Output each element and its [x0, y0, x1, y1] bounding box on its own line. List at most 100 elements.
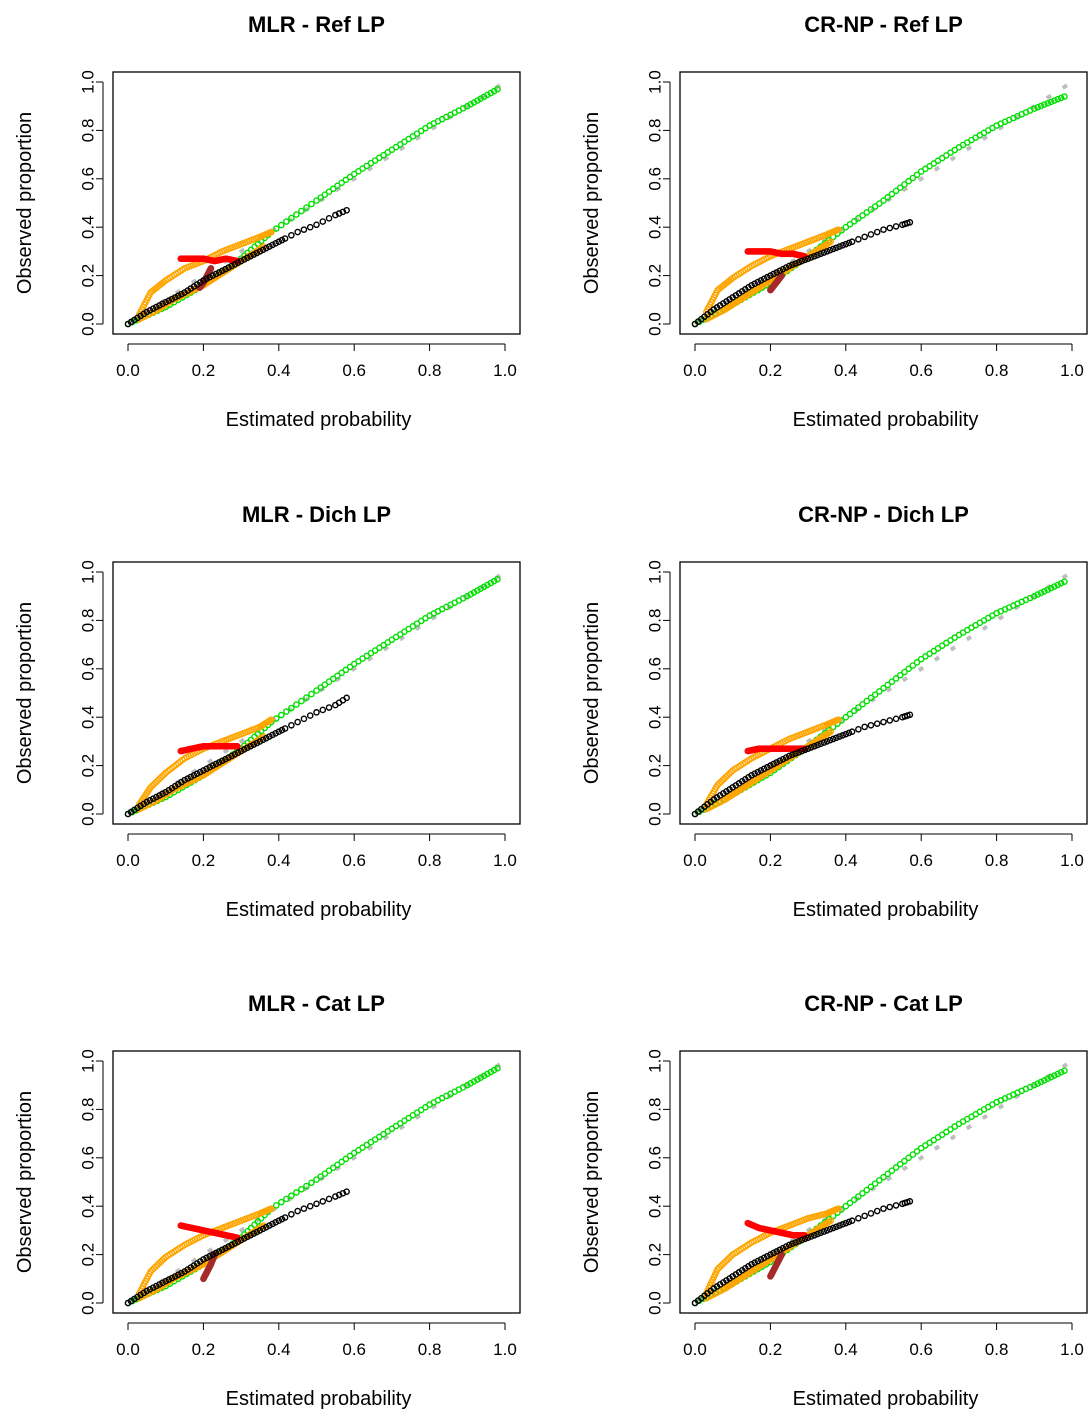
x-tick-label: 0.4 — [834, 1340, 858, 1359]
data-point — [325, 1167, 333, 1175]
x-tick-label: 0.2 — [192, 1340, 216, 1359]
y-axis-label: Observed proportion — [581, 112, 603, 294]
data-point — [811, 742, 818, 750]
y-axis: 0.0 0.2 0.4 0.6 0.8 1.0 — [78, 1049, 104, 1315]
y-axis: 0.0 0.2 0.4 0.6 0.8 1.0 — [78, 560, 104, 826]
data-point — [888, 1167, 896, 1175]
data-point — [873, 720, 881, 727]
data-point — [338, 669, 345, 677]
data-point — [795, 258, 802, 266]
data-point — [886, 1203, 894, 1211]
data-point — [325, 1195, 333, 1203]
data-point — [321, 1170, 329, 1177]
x-tick-label: 1.0 — [493, 361, 517, 380]
data-point — [306, 712, 314, 719]
data-point — [278, 1198, 285, 1206]
data-point — [873, 228, 881, 236]
data-point — [859, 700, 866, 708]
data-point — [272, 225, 280, 232]
data-point — [848, 1217, 856, 1225]
data-point — [334, 1161, 341, 1169]
series-black — [691, 711, 914, 818]
data-point — [859, 212, 866, 219]
chart-panel-5: MLR - Cat LP 0.0 0.2 0.4 0.6 0.8 1.0 Estimated … — [14, 991, 521, 1410]
data-point — [306, 223, 314, 231]
x-axis-label: Estimated probability — [226, 409, 412, 431]
data-point — [313, 1200, 320, 1208]
x-tick-label: 0.8 — [418, 851, 442, 870]
data-point — [717, 778, 725, 786]
data-point — [319, 706, 327, 714]
data-point — [494, 85, 501, 93]
x-axis-label: Estimated probability — [793, 409, 979, 431]
x-tick-label: 0.6 — [342, 851, 366, 870]
data-point — [159, 1256, 166, 1264]
y-tick-label: 0.8 — [645, 609, 664, 633]
data-point — [288, 721, 295, 729]
y-tick-label: 0.4 — [78, 1194, 97, 1218]
data-point — [817, 1229, 824, 1237]
y-axis-label: Observed proportion — [581, 602, 603, 784]
x-tick-label: 1.0 — [1060, 1340, 1084, 1359]
data-point — [886, 717, 894, 724]
data-point — [871, 1180, 879, 1187]
data-point — [150, 1265, 158, 1272]
series-black — [124, 694, 350, 818]
data-point — [321, 681, 329, 688]
chart-title: CR-NP - Ref LP — [804, 12, 963, 37]
x-axis-label: Estimated probability — [226, 899, 412, 921]
y-tick-label: 1.0 — [78, 560, 97, 584]
data-point — [848, 728, 856, 736]
data-point — [278, 221, 285, 229]
data-point — [303, 204, 310, 211]
data-point — [863, 697, 871, 705]
data-point — [845, 239, 853, 247]
data-point — [317, 1173, 324, 1180]
data-point — [724, 771, 731, 779]
data-point — [267, 716, 275, 723]
data-point — [785, 752, 793, 760]
data-point — [329, 1164, 337, 1172]
data-point — [1041, 101, 1048, 108]
data-point — [845, 1218, 853, 1226]
y-tick-label: 0.0 — [645, 802, 664, 826]
data-point — [814, 251, 821, 259]
data-point — [873, 1207, 881, 1215]
data-point — [338, 179, 345, 187]
data-point — [325, 678, 333, 686]
data-point — [884, 1170, 891, 1178]
series-black — [691, 219, 914, 328]
data-point — [717, 1262, 725, 1270]
chart-panel-3: MLR - Dich LP 0.0 0.2 0.4 0.6 0.8 1.0 Estimated… — [14, 502, 521, 921]
data-point — [871, 691, 879, 698]
chart-title: CR-NP - Dich LP — [798, 502, 969, 527]
data-point — [801, 746, 809, 754]
data-point — [811, 252, 818, 260]
data-point — [839, 1221, 846, 1228]
data-point — [834, 1205, 842, 1212]
data-point — [833, 1223, 840, 1231]
y-axis-label: Observed proportion — [14, 112, 36, 294]
data-point — [319, 1198, 327, 1205]
data-point — [329, 675, 337, 683]
data-point — [892, 715, 900, 723]
data-point — [721, 1259, 728, 1266]
data-point — [826, 736, 834, 744]
data-point — [811, 1231, 818, 1239]
data-point — [896, 671, 904, 679]
y-tick-label: 1.0 — [645, 1049, 664, 1073]
data-point — [896, 1160, 904, 1168]
data-point — [880, 226, 887, 233]
data-point — [288, 1210, 295, 1218]
data-point — [823, 738, 831, 745]
data-point — [251, 1221, 258, 1229]
data-point — [715, 1264, 723, 1271]
y-tick-label: 0.4 — [78, 705, 97, 729]
data-point — [1037, 102, 1045, 110]
y-tick-label: 0.4 — [645, 215, 664, 239]
series-black — [124, 1188, 350, 1307]
data-point — [913, 1148, 921, 1155]
data-point — [293, 1189, 300, 1196]
data-point — [317, 684, 324, 691]
data-point — [855, 1193, 862, 1200]
